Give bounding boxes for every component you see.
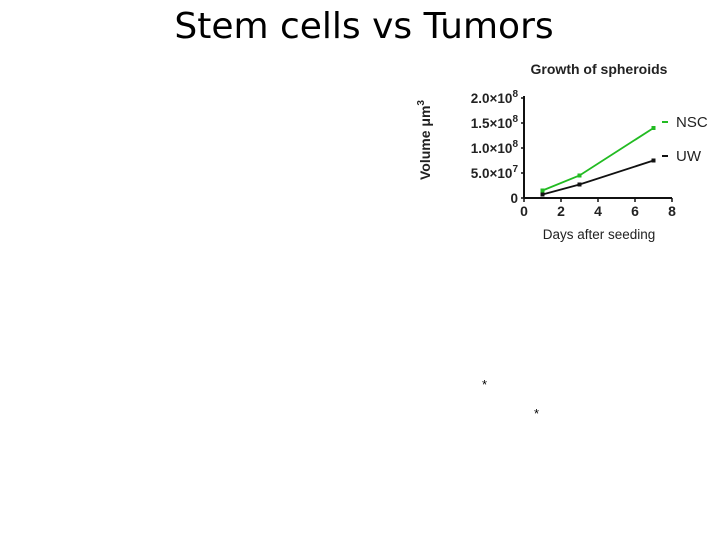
y-tick-mantissa: 0: [510, 191, 518, 206]
x-tick-label: 4: [594, 203, 602, 219]
data-point-nsc: [577, 173, 582, 178]
chart-legend: NSC UW: [662, 114, 708, 165]
y-tick-label: 0: [510, 191, 518, 206]
x-tick-label: 0: [520, 203, 528, 219]
y-axis-label: Volume μm3: [416, 100, 433, 180]
y-tick-label: 1.5×108: [471, 114, 519, 131]
chart-series: [540, 126, 656, 197]
y-tick-label: 2.0×108: [471, 89, 519, 106]
legend-label-nsc: NSC: [676, 114, 708, 131]
x-axis-label: Days after seeding: [543, 227, 656, 242]
series-line-nsc: [542, 127, 654, 192]
y-tick-label: 1.0×108: [471, 139, 519, 156]
y-axis-label-superscript: 3: [416, 100, 427, 106]
asterisk-marker: *: [534, 406, 540, 421]
y-tick-mantissa: 2.0×10: [471, 91, 513, 106]
legend-label-uw: UW: [676, 148, 702, 165]
data-point-uw: [651, 158, 656, 163]
y-tick-exponent: 8: [512, 139, 518, 150]
y-tick-label: 5.0×107: [471, 164, 519, 181]
asterisk-marker: *: [482, 377, 488, 392]
data-point-uw: [577, 182, 582, 187]
data-point-nsc: [651, 126, 656, 130]
y-tick-exponent: 7: [512, 164, 518, 175]
x-tick-label: 2: [557, 203, 565, 219]
y-tick-mantissa: 5.0×10: [471, 166, 513, 181]
data-point-nsc: [540, 188, 545, 193]
page-title: Stem cells vs Tumors: [174, 6, 554, 47]
y-tick-mantissa: 1.0×10: [471, 141, 513, 156]
spheroid-growth-chart: Growth of spheroids Days after seeding V…: [416, 61, 708, 242]
x-tick-label: 6: [631, 203, 639, 219]
data-point-uw: [540, 192, 545, 197]
x-tick-label: 8: [668, 203, 676, 219]
y-axis-label-text: Volume μm: [417, 106, 433, 180]
chart-title: Growth of spheroids: [531, 61, 668, 77]
series-line-uw: [542, 159, 654, 196]
y-tick-exponent: 8: [512, 114, 518, 125]
y-tick-exponent: 8: [512, 89, 518, 100]
y-tick-mantissa: 1.5×10: [471, 116, 513, 131]
